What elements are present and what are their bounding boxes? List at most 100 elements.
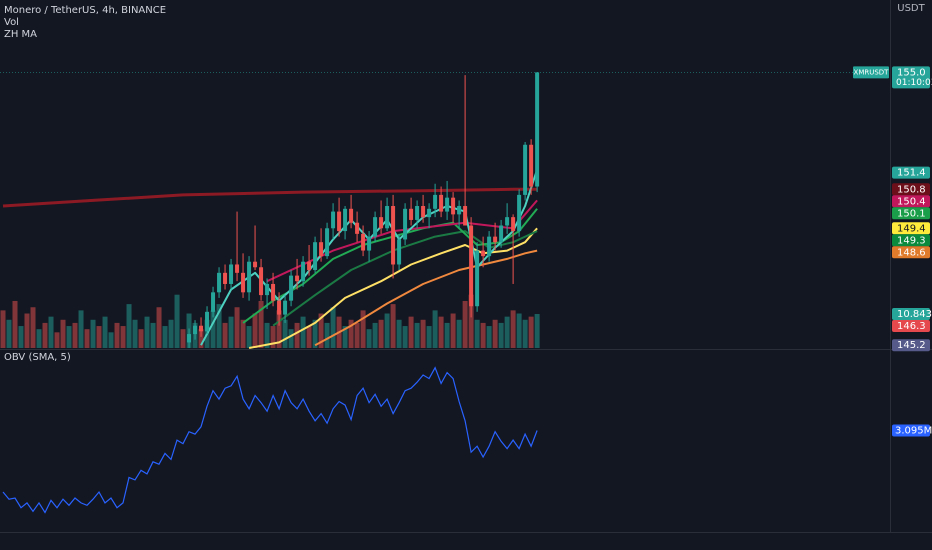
volume-bar bbox=[360, 310, 366, 348]
volume-bar bbox=[486, 326, 492, 348]
moving-average bbox=[314, 249, 538, 347]
axis-badge-label: 151.4 bbox=[897, 168, 926, 179]
volume-bar bbox=[234, 307, 240, 348]
candle-body bbox=[529, 144, 534, 187]
volume-bar bbox=[78, 310, 84, 348]
volume-bar bbox=[138, 329, 144, 348]
axis-badge-label: 150.4 bbox=[897, 196, 926, 207]
volume-bar bbox=[24, 313, 30, 348]
volume-bar bbox=[222, 322, 228, 348]
candle-body bbox=[283, 300, 288, 315]
volume-bar bbox=[396, 319, 402, 348]
indicator-label[interactable]: Vol bbox=[4, 17, 19, 28]
axis-badge bbox=[892, 183, 930, 196]
moving-average bbox=[2, 187, 538, 208]
volume-bar bbox=[402, 326, 408, 348]
volume-bar bbox=[480, 322, 486, 348]
volume-bar bbox=[534, 314, 540, 348]
candle-body bbox=[523, 144, 528, 195]
symbol-title[interactable]: Monero / TetherUS, 4h, BINANCE bbox=[4, 5, 166, 16]
volume-bar bbox=[300, 316, 306, 348]
candle-body bbox=[427, 208, 432, 218]
volume-bar bbox=[102, 316, 108, 348]
volume-bar bbox=[414, 322, 420, 348]
axis-badge-label: 149.4 bbox=[897, 223, 926, 234]
volume-bar bbox=[474, 319, 480, 348]
volume-bar bbox=[36, 329, 42, 348]
volume-bar bbox=[18, 326, 24, 348]
axis-badge-label: 10.843K bbox=[897, 309, 932, 320]
candle-body bbox=[469, 225, 474, 307]
candle-body bbox=[223, 272, 228, 284]
candle-body bbox=[187, 334, 192, 343]
axis-badge-label: 145.2 bbox=[897, 340, 926, 351]
volume-bar bbox=[156, 307, 162, 348]
volume-bar bbox=[510, 310, 516, 348]
candle-body bbox=[355, 222, 360, 234]
axis-badge-label: 3.095M bbox=[895, 425, 932, 436]
candle-body bbox=[397, 239, 402, 265]
candle-body bbox=[385, 206, 390, 229]
volume-bar bbox=[168, 319, 174, 348]
axis-badge-label: 148.6 bbox=[897, 247, 926, 258]
candle-body bbox=[211, 292, 216, 312]
volume-bar bbox=[450, 313, 456, 348]
price-badge bbox=[892, 66, 930, 89]
volume-bar bbox=[444, 322, 450, 348]
indicator-label[interactable]: OBV (SMA, 5) bbox=[4, 352, 71, 363]
candle-body bbox=[499, 225, 504, 243]
candle-body bbox=[439, 194, 444, 212]
volume-bar bbox=[144, 316, 150, 348]
volume-bar bbox=[378, 319, 384, 348]
volume-bar bbox=[132, 319, 138, 348]
volume-bar bbox=[126, 304, 132, 348]
candle-body bbox=[217, 272, 222, 293]
volume-bar bbox=[90, 319, 96, 348]
symbol-label: XMRUSDT bbox=[854, 68, 890, 76]
volume-bar bbox=[390, 304, 396, 348]
candle-body bbox=[307, 261, 312, 271]
indicator-label[interactable]: ZH MA bbox=[4, 29, 37, 40]
candle-body bbox=[415, 206, 420, 220]
volume-bar bbox=[282, 319, 288, 348]
candle-body bbox=[289, 275, 294, 301]
candle-body bbox=[337, 211, 342, 232]
volume-bar bbox=[240, 319, 246, 348]
volume-bar bbox=[384, 313, 390, 348]
candle-body bbox=[511, 217, 516, 232]
volume-bar bbox=[42, 322, 48, 348]
volume-bar bbox=[348, 319, 354, 348]
volume-bar bbox=[210, 310, 216, 348]
axis-badge-label: 150.8 bbox=[897, 184, 926, 195]
volume-bar bbox=[372, 322, 378, 348]
axis-badge bbox=[892, 339, 930, 352]
candle-body bbox=[451, 197, 456, 215]
volume-bar bbox=[462, 300, 468, 348]
candle-body bbox=[295, 275, 300, 282]
volume-bar bbox=[6, 319, 12, 348]
candle-body bbox=[409, 208, 414, 220]
axis-badge-label: 149.3 bbox=[897, 235, 926, 246]
volume-bar bbox=[30, 307, 36, 348]
candle-body bbox=[331, 211, 336, 229]
axis-badge bbox=[892, 207, 930, 220]
volume-bar bbox=[12, 300, 18, 348]
volume-bar bbox=[120, 326, 126, 348]
candle-body bbox=[391, 206, 396, 265]
volume-bar bbox=[54, 332, 60, 348]
candle-body bbox=[325, 228, 330, 257]
axis-badge bbox=[892, 320, 930, 333]
volume-bar bbox=[96, 326, 102, 348]
obv-line bbox=[2, 366, 538, 514]
volume-bar bbox=[60, 319, 66, 348]
candle-body bbox=[373, 217, 378, 237]
volume-bar bbox=[408, 316, 414, 348]
candle-body bbox=[361, 233, 366, 251]
candle-body bbox=[367, 236, 372, 251]
volume-bar bbox=[516, 313, 522, 348]
moving-average bbox=[272, 230, 538, 327]
axis-badge bbox=[892, 166, 930, 179]
axis-badge bbox=[892, 308, 930, 321]
volume-bar bbox=[114, 322, 120, 348]
volume-bar bbox=[84, 329, 90, 348]
